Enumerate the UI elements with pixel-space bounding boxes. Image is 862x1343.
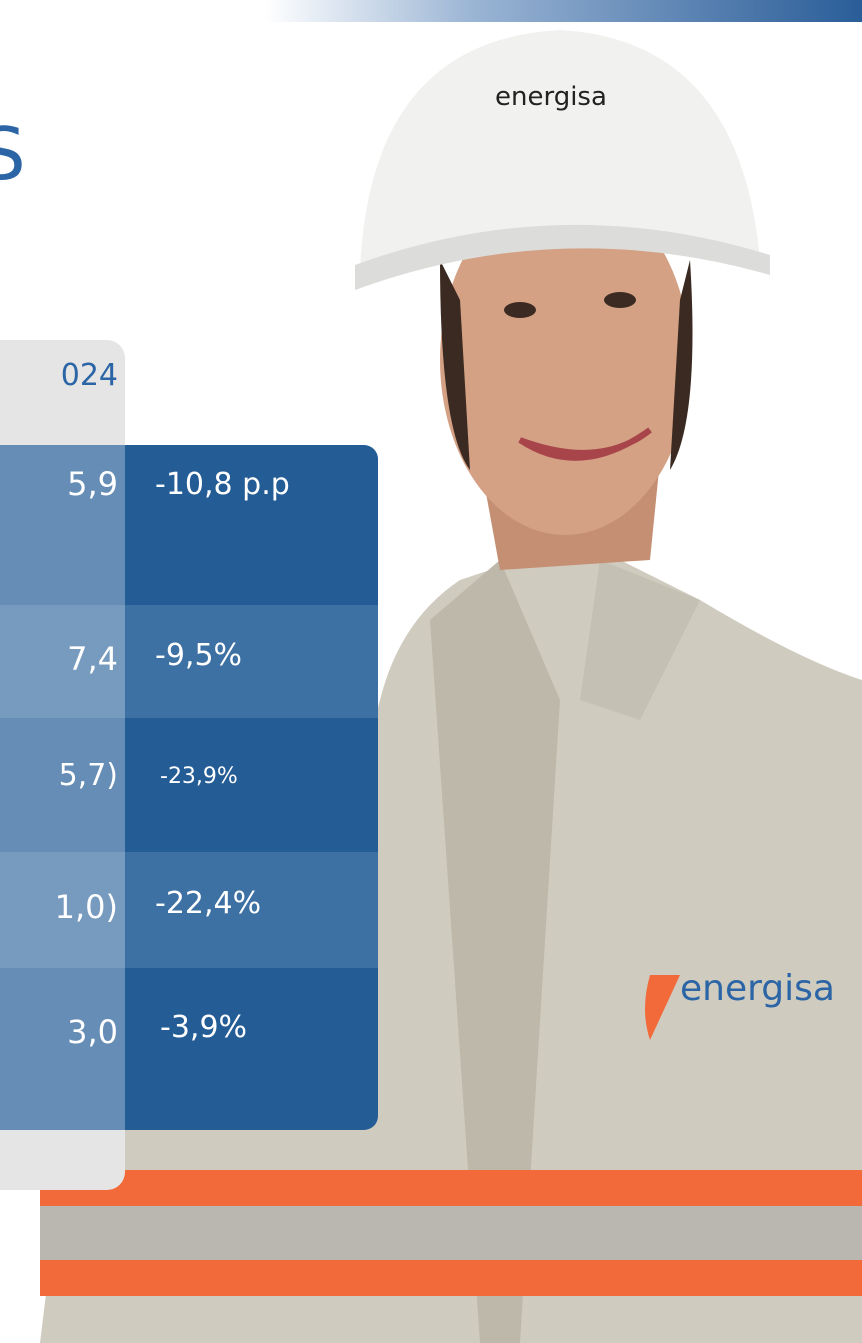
table-row: 7,4 -9,5% — [0, 605, 378, 718]
value: 5,9 — [67, 465, 118, 503]
variation: -10,8 p.p — [155, 467, 290, 502]
title: S — [0, 118, 20, 190]
jacket-logo: energisa — [680, 968, 835, 1009]
value: 1,0) — [55, 888, 118, 926]
top-bar — [265, 0, 862, 22]
value: 3,0 — [67, 1013, 118, 1051]
helmet-logo: energisa — [495, 82, 607, 112]
table-row: 1,0) -22,4% — [0, 852, 378, 968]
table: 5,9 -10,8 p.p 7,4 -9,5% 5,7) -23,9% 1,0)… — [0, 445, 378, 1130]
variation: -9,5% — [155, 638, 242, 673]
table-row: 5,7) -23,9% — [0, 718, 378, 852]
page: {"header": {"title": "S"}, "table": {"co… — [0, 0, 862, 1343]
column-header: 024 — [0, 358, 118, 393]
variation: -3,9% — [160, 1010, 247, 1045]
variation: -22,4% — [155, 886, 261, 921]
value: 5,7) — [59, 758, 118, 793]
table-row: 5,9 -10,8 p.p — [0, 445, 378, 605]
value: 7,4 — [67, 640, 118, 678]
table-row: 3,0 -3,9% — [0, 968, 378, 1130]
variation: -23,9% — [160, 764, 238, 789]
